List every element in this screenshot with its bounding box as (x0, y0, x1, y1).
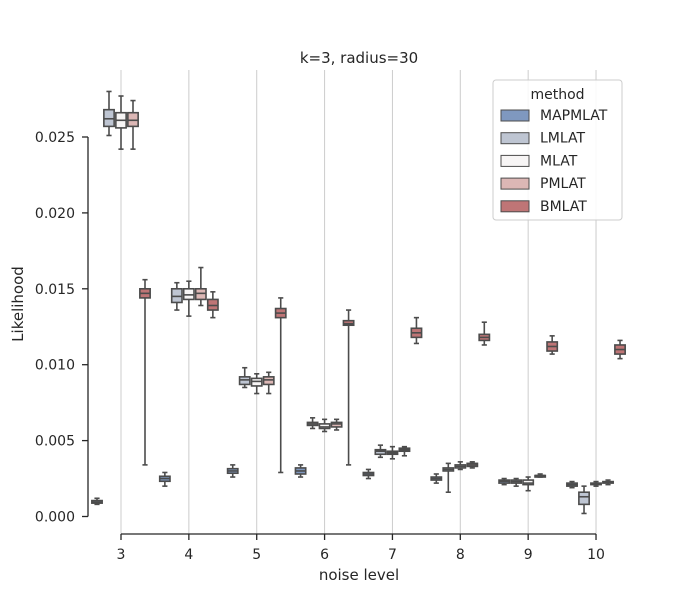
box-mlat (590, 480, 602, 487)
box-mlat (182, 280, 195, 317)
box-bmlat (274, 297, 287, 474)
legend-entry: LMLAT (540, 131, 585, 147)
x-tick-label: 8 (456, 547, 465, 563)
box-mlat (386, 445, 399, 460)
box-mapmlat (566, 480, 578, 489)
x-tick-label: 6 (320, 547, 329, 563)
box-bmlat (546, 335, 559, 355)
box-mapmlat (91, 497, 103, 506)
box-pmlat (466, 461, 479, 469)
box-series (91, 90, 626, 515)
x-tick-label: 10 (587, 547, 605, 563)
legend-title: method (530, 87, 584, 103)
x-tick-label: 7 (388, 547, 397, 563)
series-bmlat (139, 278, 626, 474)
legend-entry: MLAT (540, 153, 578, 169)
y-tick-label: 0.000 (35, 510, 75, 526)
box-pmlat (398, 445, 411, 457)
box-pmlat (262, 371, 275, 395)
box-lmlat (374, 444, 387, 459)
x-tick-label: 5 (252, 547, 261, 563)
legend-entry: PMLAT (540, 176, 586, 192)
legend-swatch (500, 177, 530, 190)
box-bmlat (139, 278, 151, 466)
box-bmlat (342, 309, 355, 466)
y-tick-label: 0.020 (35, 206, 75, 222)
box-lmlat (170, 281, 183, 311)
series-mlat (115, 95, 602, 492)
box-mlat (522, 476, 535, 492)
box-bmlat (206, 291, 219, 319)
box-mapmlat (498, 477, 511, 486)
box-lmlat (103, 90, 115, 137)
y-axis-label: Likelihood (9, 266, 27, 342)
box-mlat (318, 418, 331, 433)
y-tick-label: 0.025 (35, 130, 75, 146)
y-tick-label: 0.010 (35, 358, 75, 374)
box-mlat (454, 461, 467, 471)
box-lmlat (306, 417, 319, 430)
box-pmlat (330, 418, 343, 431)
box-lmlat (510, 477, 523, 487)
series-pmlat (127, 99, 614, 486)
legend-swatch (500, 132, 530, 145)
box-lmlat (578, 485, 590, 515)
x-axis-label: noise level (319, 566, 399, 584)
box-mapmlat (362, 468, 375, 480)
legend-swatch (500, 154, 530, 167)
box-pmlat (534, 473, 547, 478)
box-mapmlat (430, 473, 443, 484)
box-pmlat (194, 266, 207, 307)
box-pmlat (127, 99, 139, 150)
y-tick-label: 0.015 (35, 282, 75, 298)
box-mapmlat (294, 464, 307, 478)
x-tick-label: 9 (524, 547, 533, 563)
chart-title: k=3, radius=30 (300, 49, 418, 67)
series-lmlat (103, 90, 590, 515)
x-tick-label: 4 (184, 547, 193, 563)
box-bmlat (478, 321, 491, 346)
box-mapmlat (226, 464, 239, 478)
box-bmlat (614, 339, 626, 360)
y-axis: 0.000 0.005 0.010 0.015 0.020 0.025 (35, 130, 89, 526)
box-pmlat (602, 479, 614, 486)
box-lmlat (442, 462, 455, 494)
box-mlat (250, 373, 263, 395)
series-mapmlat (91, 464, 578, 506)
box-bmlat (410, 316, 423, 345)
x-tick-label: 3 (117, 547, 126, 563)
box-mapmlat (158, 471, 171, 487)
legend-entry: MAPMLAT (540, 108, 608, 124)
y-tick-label: 0.005 (35, 434, 75, 450)
box-mlat (115, 95, 127, 150)
x-axis: 3 4 5 6 7 8 9 10 (117, 533, 605, 563)
legend-swatch (500, 109, 530, 122)
box-lmlat (238, 366, 251, 389)
legend-swatch (500, 200, 530, 213)
box-body (578, 491, 590, 506)
legend: method MAPMLAT LMLAT MLAT PMLAT BMLAT (492, 79, 623, 221)
legend-entry: BMLAT (540, 199, 587, 215)
